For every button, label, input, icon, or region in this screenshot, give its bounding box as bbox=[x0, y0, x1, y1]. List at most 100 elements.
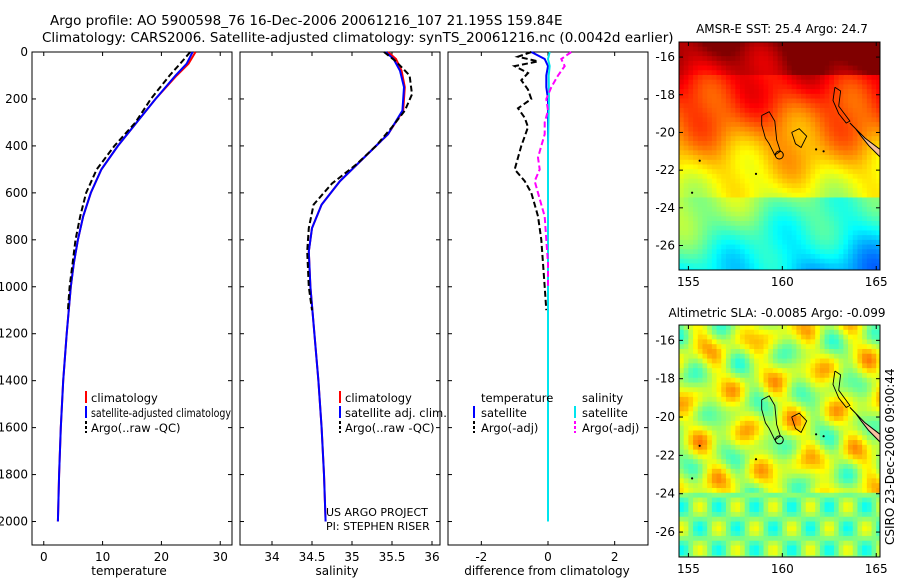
map-cell bbox=[683, 478, 689, 484]
map-cell bbox=[871, 70, 877, 76]
map-cell bbox=[754, 112, 760, 118]
map-cell bbox=[829, 396, 835, 403]
map-cell bbox=[758, 550, 765, 556]
map-cell bbox=[679, 206, 685, 213]
map-cell bbox=[768, 197, 774, 203]
map-cell bbox=[697, 84, 704, 90]
map-cell bbox=[819, 483, 826, 489]
map-cell bbox=[683, 353, 689, 360]
map-cell bbox=[829, 468, 835, 475]
map-cell bbox=[725, 416, 732, 422]
map-cell bbox=[787, 387, 793, 393]
map-cell bbox=[824, 454, 830, 460]
map-cell bbox=[815, 411, 821, 417]
map-cell bbox=[763, 449, 769, 456]
map-cell bbox=[838, 497, 844, 503]
map-cell bbox=[833, 358, 840, 364]
map-cell bbox=[721, 454, 727, 460]
map-cell bbox=[777, 444, 783, 451]
map-cell bbox=[697, 206, 704, 213]
map-cell bbox=[871, 51, 877, 57]
map-cell bbox=[810, 348, 816, 355]
map-cell bbox=[758, 382, 765, 388]
map-cell bbox=[716, 112, 722, 118]
map-cell bbox=[716, 430, 722, 436]
map-cell bbox=[725, 502, 732, 508]
map-cell bbox=[683, 107, 689, 114]
map-cell bbox=[805, 444, 812, 451]
map-cell bbox=[772, 531, 779, 537]
map-cell bbox=[833, 502, 840, 508]
map-cell bbox=[852, 487, 859, 494]
map-cell bbox=[730, 98, 736, 104]
map-cell bbox=[697, 329, 704, 336]
map-cell bbox=[725, 197, 732, 203]
map-cell bbox=[763, 372, 769, 379]
map-cell bbox=[829, 454, 835, 460]
map-cell bbox=[683, 56, 689, 62]
map-cell bbox=[707, 358, 713, 364]
map-cell bbox=[829, 126, 835, 133]
map-cell bbox=[777, 329, 783, 336]
map-cell bbox=[838, 164, 844, 170]
map-cell bbox=[848, 540, 854, 547]
map-cell bbox=[707, 89, 713, 95]
map-cell bbox=[763, 112, 769, 118]
map-cell bbox=[772, 372, 779, 379]
map-cell bbox=[735, 93, 741, 100]
map-cell bbox=[754, 420, 760, 427]
map-cell bbox=[876, 51, 880, 57]
map-cell bbox=[744, 126, 751, 133]
map-cell bbox=[791, 425, 798, 432]
map-cell bbox=[735, 178, 741, 184]
map-cell bbox=[744, 268, 751, 270]
map-cell bbox=[782, 178, 788, 184]
map-cell bbox=[772, 483, 779, 489]
map-cell bbox=[815, 253, 821, 260]
map-cell bbox=[848, 225, 854, 232]
map-cell bbox=[754, 416, 760, 422]
map-cell bbox=[744, 60, 751, 67]
map-cell bbox=[838, 526, 844, 532]
map-cell bbox=[725, 140, 732, 147]
map-cell bbox=[782, 136, 788, 142]
map-cell bbox=[862, 358, 868, 364]
map-cell bbox=[777, 454, 783, 460]
map-cell bbox=[787, 140, 793, 147]
map-cell bbox=[697, 74, 704, 81]
map-cell bbox=[838, 382, 844, 388]
map-cell bbox=[857, 531, 863, 537]
map-cell bbox=[815, 473, 821, 479]
map-cell bbox=[716, 377, 722, 384]
map-cell bbox=[702, 535, 708, 542]
map-cell bbox=[810, 258, 816, 264]
map-cell bbox=[697, 425, 704, 432]
map-cell bbox=[693, 430, 699, 436]
map-cell bbox=[801, 183, 807, 189]
map-cell bbox=[697, 344, 704, 350]
map-cell bbox=[805, 377, 812, 384]
map-cell bbox=[744, 56, 751, 62]
map-cell bbox=[815, 74, 821, 81]
map-cell bbox=[772, 140, 779, 147]
map-cell bbox=[688, 197, 694, 203]
map-cell bbox=[866, 70, 873, 76]
map-cell bbox=[852, 56, 859, 62]
map-cell bbox=[679, 42, 685, 48]
map-cell bbox=[876, 98, 880, 104]
map-cell bbox=[707, 550, 713, 556]
map-cell bbox=[796, 42, 802, 48]
map-cell bbox=[772, 521, 779, 527]
map-cell bbox=[693, 230, 699, 236]
map-cell bbox=[777, 435, 783, 441]
map-cell bbox=[876, 348, 880, 355]
map-cell bbox=[876, 382, 880, 388]
map-cell bbox=[679, 497, 685, 503]
x-tick-label: 2 bbox=[611, 550, 619, 564]
map-cell bbox=[871, 372, 877, 379]
map-cell bbox=[819, 202, 826, 208]
map-cell bbox=[862, 334, 868, 340]
map-cell bbox=[758, 483, 765, 489]
map-cell bbox=[754, 51, 760, 57]
map-cell bbox=[744, 492, 751, 499]
